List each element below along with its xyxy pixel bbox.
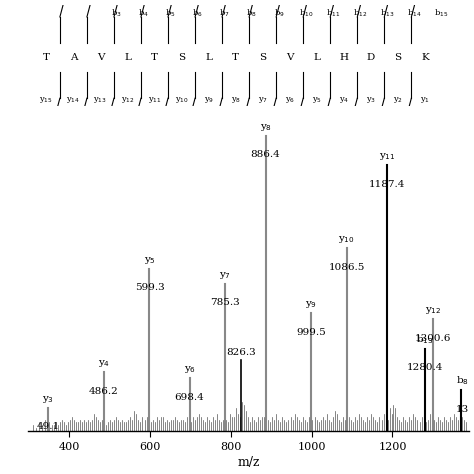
Text: 1300.6: 1300.6: [415, 334, 451, 343]
Text: y$_{7}$: y$_{7}$: [219, 270, 231, 281]
Text: y$_{4}$: y$_{4}$: [98, 358, 110, 369]
Text: V: V: [286, 53, 293, 62]
Text: b$_{11}$: b$_{11}$: [326, 7, 340, 18]
Text: H: H: [339, 53, 348, 62]
Text: y$_{4}$: y$_{4}$: [338, 95, 349, 105]
Text: b$_{8}$: b$_{8}$: [246, 7, 257, 18]
Text: T: T: [43, 53, 50, 62]
Text: y$_{10}$: y$_{10}$: [174, 95, 189, 105]
Text: y$_{1}$: y$_{1}$: [420, 95, 430, 105]
Text: y$_{2}$: y$_{2}$: [393, 95, 403, 105]
Text: b$_{13}$: b$_{13}$: [380, 7, 394, 18]
Text: b$_{9}$: b$_{9}$: [273, 7, 284, 18]
Text: 999.5: 999.5: [296, 328, 326, 337]
Text: D: D: [367, 53, 375, 62]
Text: y$_{8}$: y$_{8}$: [230, 95, 241, 105]
Text: y$_{13}$: y$_{13}$: [93, 95, 108, 105]
Text: y$_{12}$: y$_{12}$: [425, 305, 441, 316]
Text: y$_{9}$: y$_{9}$: [305, 299, 318, 310]
Text: y$_{3}$: y$_{3}$: [42, 394, 55, 405]
Text: S: S: [394, 53, 401, 62]
Text: y$_{10}$: y$_{10}$: [338, 234, 355, 245]
Text: T: T: [151, 53, 158, 62]
Text: 698.4: 698.4: [175, 393, 204, 402]
Text: 1187.4: 1187.4: [369, 180, 406, 189]
Text: A: A: [70, 53, 77, 62]
Text: y$_{11}$: y$_{11}$: [379, 152, 396, 163]
Text: b$_{8}$: b$_{8}$: [456, 374, 469, 387]
Text: K: K: [421, 53, 429, 62]
Text: V: V: [97, 53, 104, 62]
Text: b$_{6}$: b$_{6}$: [192, 7, 203, 18]
Text: S: S: [178, 53, 185, 62]
Text: b$_{15}$: b$_{15}$: [434, 7, 448, 18]
Text: y$_{11}$: y$_{11}$: [148, 95, 161, 105]
Text: L: L: [205, 53, 212, 62]
Text: b$_{3}$: b$_{3}$: [111, 7, 122, 18]
Text: 13: 13: [456, 405, 469, 414]
Text: y$_{6}$: y$_{6}$: [183, 364, 196, 375]
Text: 886.4: 886.4: [251, 151, 281, 159]
Text: y$_{5}$: y$_{5}$: [144, 255, 155, 266]
Text: 785.3: 785.3: [210, 298, 239, 307]
Text: y$_{6}$: y$_{6}$: [284, 95, 295, 105]
Text: y$_{15}$: y$_{15}$: [39, 95, 53, 105]
Text: y$_{9}$: y$_{9}$: [203, 95, 214, 105]
Text: 826.3: 826.3: [227, 348, 256, 357]
Text: y$_{14}$: y$_{14}$: [66, 95, 81, 105]
Text: 599.3: 599.3: [135, 283, 164, 292]
Text: 49.1: 49.1: [36, 422, 60, 431]
Text: 486.2: 486.2: [89, 387, 118, 396]
Text: y$_{12}$: y$_{12}$: [120, 95, 134, 105]
Text: T: T: [232, 53, 239, 62]
Text: y$_{3}$: y$_{3}$: [366, 95, 376, 105]
Text: L: L: [124, 53, 131, 62]
Text: b$_{10}$: b$_{10}$: [299, 7, 313, 18]
X-axis label: m/z: m/z: [237, 456, 260, 469]
Text: 1280.4: 1280.4: [407, 363, 443, 372]
Text: b$_{7}$: b$_{7}$: [219, 7, 230, 18]
Text: y$_{7}$: y$_{7}$: [257, 95, 268, 105]
Text: b$_{14}$: b$_{14}$: [407, 7, 421, 18]
Text: b$_{5}$: b$_{5}$: [165, 7, 176, 18]
Text: y$_{5}$: y$_{5}$: [312, 95, 322, 105]
Text: S: S: [259, 53, 266, 62]
Text: 1086.5: 1086.5: [328, 263, 365, 272]
Text: L: L: [313, 53, 320, 62]
Text: b$_{13}$: b$_{13}$: [416, 333, 434, 346]
Text: y$_{8}$: y$_{8}$: [260, 122, 272, 133]
Text: b$_{4}$: b$_{4}$: [138, 7, 149, 18]
Text: b$_{12}$: b$_{12}$: [353, 7, 367, 18]
